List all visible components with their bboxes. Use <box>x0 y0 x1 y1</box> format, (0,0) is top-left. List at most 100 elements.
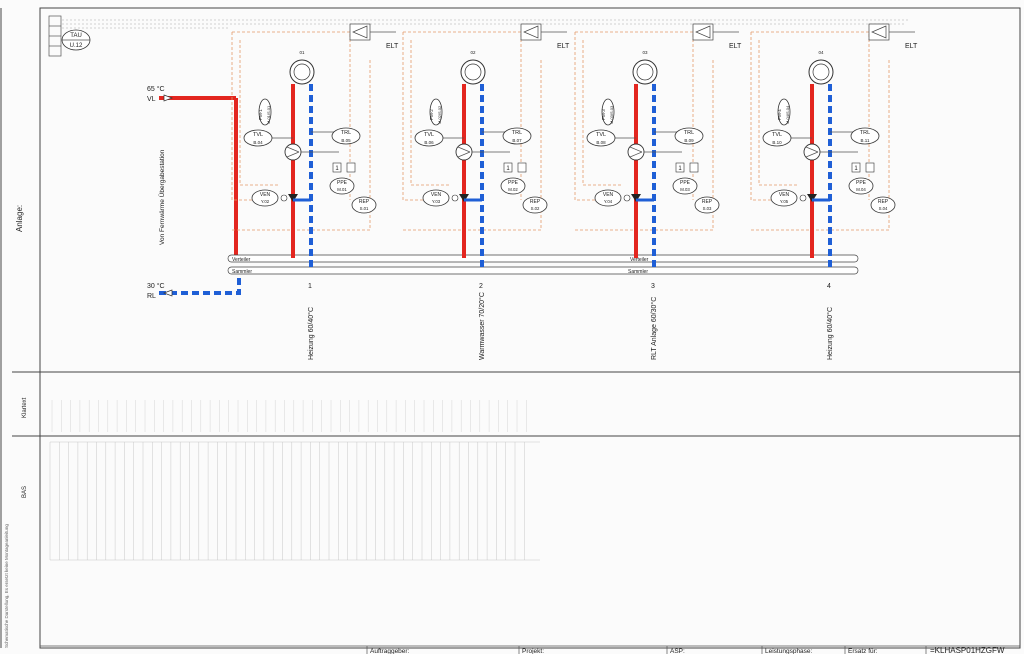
elt-label: ELT <box>729 43 742 50</box>
trl-sensor <box>850 127 880 145</box>
rep-code: REP <box>702 199 713 205</box>
ppe-signal <box>848 177 874 195</box>
supply-temp: 65 °C <box>147 85 165 93</box>
trl-code: TRL <box>512 130 522 136</box>
tvl-sensor <box>414 129 444 147</box>
bas-address-table <box>49 400 540 561</box>
return-label: RL <box>147 293 156 300</box>
circuit-index: 4 <box>827 283 831 290</box>
consumer-icon <box>632 59 658 85</box>
tvl-code: TVL <box>253 132 263 138</box>
tvl-addr: B.06 <box>424 140 434 145</box>
ppe-addr: M.01 <box>337 187 347 192</box>
ven-valve <box>594 189 622 207</box>
trl-code: TRL <box>684 130 694 136</box>
ven-addr: Y.04 <box>604 199 613 204</box>
rep-signal <box>351 196 377 214</box>
circuit-name: Heizung 60/40°C <box>826 307 834 360</box>
rep-addr: S.03 <box>703 206 712 211</box>
title-field: Ersatz für: <box>848 648 878 654</box>
pump-addr: M.04/S.04 <box>785 105 790 124</box>
rep-addr: S.02 <box>531 206 540 211</box>
circuit-02: ELT 02 PM-2 M.02/S.02 TVL B.06 TRL B.07 1 PPEM.02… <box>402 23 570 360</box>
pump-id: PM-2 <box>429 109 434 120</box>
supply-label: VL <box>147 96 156 103</box>
circuit-03: ELT 03 PM-3 M.03/S.03 TVL B.08 TRL B.09 1 PPEM.03… <box>574 23 742 360</box>
pump-id: PM-1 <box>258 109 263 120</box>
ven-addr: Y.02 <box>261 199 270 204</box>
circuit-name: Heizung 60/40°C <box>307 307 315 360</box>
tvl-sensor <box>586 129 616 147</box>
tvl-addr: B.08 <box>596 140 606 145</box>
tvl-addr: B.10 <box>772 140 782 145</box>
consumer-icon <box>460 59 486 85</box>
sammler-label-left: Sammler <box>232 269 252 275</box>
trl-code: TRL <box>860 130 870 136</box>
mixing-valve-icon <box>459 194 469 202</box>
bas-label: BAS <box>22 486 28 498</box>
verteiler-label-left: Verteiler <box>232 257 251 263</box>
rep-addr: S.04 <box>879 206 888 211</box>
title-field: Projekt: <box>522 648 544 654</box>
ven-valve <box>422 189 450 207</box>
pump-addr: M.03/S.03 <box>609 105 614 124</box>
pump-addr: M.01/S.01 <box>266 105 271 124</box>
anlage-label: Anlage: <box>15 205 24 232</box>
ppe-addr: M.04 <box>856 187 866 192</box>
consumer-icon <box>808 59 834 85</box>
circuit-number: 03 <box>642 50 648 55</box>
circuit-index: 1 <box>308 283 312 290</box>
circuit-name: Warmwasser 70/20°C <box>478 292 486 360</box>
rep-signal <box>522 196 548 214</box>
trl-code: TRL <box>341 130 351 136</box>
trl-sensor <box>502 127 532 145</box>
ven-code: VEN <box>431 192 442 198</box>
sheet-frame <box>39 7 1021 649</box>
return-pipe <box>159 270 241 295</box>
sammler-label-mid: Sammler <box>628 269 648 275</box>
ppe-signal <box>672 177 698 195</box>
ppe-signal <box>329 177 355 195</box>
klartext-label: Klartext <box>22 397 28 418</box>
circuit-04: ELT 04 PM-4 M.04/S.04 TVL B.10 TRL B.11 1 PPEM.04… <box>750 23 918 360</box>
trl-sensor <box>331 127 361 145</box>
ppe-addr: M.02 <box>508 187 518 192</box>
tau-addr: U.12 <box>70 43 83 49</box>
circuit-index: 2 <box>479 283 483 290</box>
mixing-valve-icon <box>631 194 641 202</box>
ven-valve <box>251 189 279 207</box>
circuit-name: RLT Anlage 60/30°C <box>650 297 658 360</box>
tvl-code: TVL <box>424 132 434 138</box>
rep-code: REP <box>359 199 370 205</box>
verteiler-header: Verteiler Verteiler <box>227 254 859 263</box>
pump-id: PM-3 <box>601 109 606 120</box>
pump-addr: M.02/S.02 <box>437 105 442 124</box>
verteiler-label-mid: Verteiler <box>630 257 649 263</box>
trl-sensor <box>674 127 704 145</box>
pump-id: PM-4 <box>777 109 782 120</box>
rep-code: REP <box>530 199 541 205</box>
ppe-addr: M.03 <box>680 187 690 192</box>
trl-addr: B.11 <box>861 138 870 143</box>
trl-addr: B.09 <box>684 138 694 143</box>
tau-box: TAU U.12 <box>48 15 91 57</box>
tvl-code: TVL <box>772 132 782 138</box>
drawing-number: =KLHASP01HZGFW <box>930 646 1005 654</box>
trl-addr: B.07 <box>512 138 522 143</box>
elt-label: ELT <box>905 43 918 50</box>
circuit-index: 3 <box>651 283 655 290</box>
tvl-addr: B.04 <box>253 140 263 145</box>
circuit-number: 01 <box>299 50 305 55</box>
circuit-number: 02 <box>470 50 476 55</box>
tvl-sensor <box>243 129 273 147</box>
ven-code: VEN <box>779 192 790 198</box>
ven-addr: Y.03 <box>432 199 441 204</box>
ven-code: VEN <box>603 192 614 198</box>
circuit-number: 04 <box>818 50 824 55</box>
elt-label: ELT <box>557 43 570 50</box>
trl-addr: B.05 <box>341 138 351 143</box>
rep-signal <box>694 196 720 214</box>
